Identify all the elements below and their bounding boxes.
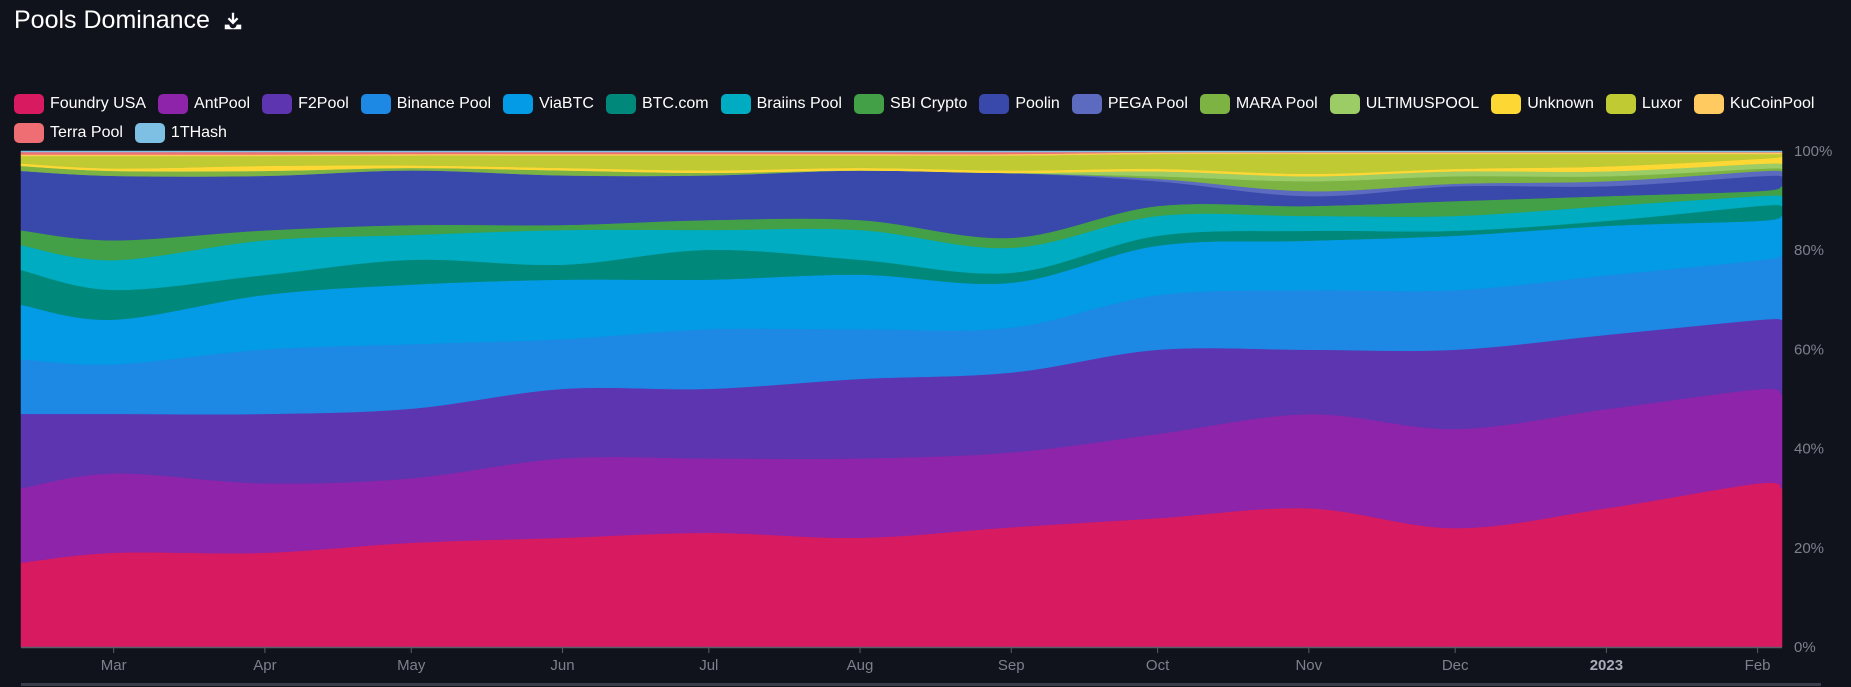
legend-item-binance-pool[interactable]: Binance Pool [360,93,492,115]
x-tick-label: Nov [1295,657,1322,674]
x-tick-label: May [397,657,426,674]
legend-label: MARA Pool [1235,95,1318,112]
legend-label: SBI Crypto [889,95,968,112]
x-tick-label: Jul [699,657,718,674]
legend-label: Unknown [1527,95,1594,112]
legend-label: ULTIMUSPOOL [1365,95,1480,112]
legend-item-antpool[interactable]: AntPool [158,93,250,115]
legend-label: Foundry USA [50,95,147,112]
legend-swatch [720,94,751,114]
legend-label: Poolin [1015,95,1060,112]
legend-swatch [1329,94,1360,114]
legend-swatch [979,94,1010,114]
legend-item-terra-pool[interactable]: Terra Pool [14,122,123,144]
legend-swatch [1605,94,1636,114]
y-tick-label: 60% [1794,341,1824,358]
legend-item-btc-com[interactable]: BTC.com [605,93,709,115]
y-tick-label: 20% [1794,540,1824,557]
y-tick-label: 0% [1794,639,1816,656]
legend-item-sbi-crypto[interactable]: SBI Crypto [853,93,968,115]
x-tick-label: Feb [1745,657,1771,674]
x-tick-label: Mar [101,657,127,674]
legend-swatch [1693,94,1724,114]
legend-label: F2Pool [298,95,349,112]
legend-item-1thash[interactable]: 1THash [134,122,227,144]
legend: Foundry USA AntPool F2Pool Binance Pool ViaB… [14,93,1844,144]
x-tick-label: Aug [847,657,874,674]
horizontal-scrollbar[interactable] [21,683,1821,686]
x-tick-label: Jun [550,657,574,674]
legend-item-foundry-usa[interactable]: Foundry USA [14,93,146,115]
legend-item-kucoinpool[interactable]: KuCoinPool [1693,93,1815,115]
legend-swatch [158,94,189,114]
legend-swatch [1199,94,1230,114]
legend-label: Binance Pool [396,95,492,112]
chart-header: Pools Dominance [14,6,244,35]
legend-item-luxor[interactable]: Luxor [1605,93,1682,115]
legend-label: Luxor [1641,95,1682,112]
legend-swatch [14,94,44,114]
legend-label: Terra Pool [50,124,123,141]
legend-swatch [134,123,165,143]
legend-label: KuCoinPool [1729,95,1815,112]
legend-item-unknown[interactable]: Unknown [1491,93,1594,115]
legend-label: BTC.com [641,95,709,112]
legend-swatch [14,123,44,143]
legend-label: 1THash [170,124,227,141]
legend-swatch [853,94,884,114]
x-tick-label: Dec [1442,657,1469,674]
legend-item-pega-pool[interactable]: PEGA Pool [1071,93,1188,115]
legend-swatch [605,94,636,114]
y-tick-label: 40% [1794,441,1824,458]
x-tick-label: 2023 [1590,657,1623,674]
legend-item-mara-pool[interactable]: MARA Pool [1199,93,1318,115]
y-tick-label: 80% [1794,242,1824,259]
legend-item-braiins-pool[interactable]: Braiins Pool [720,93,842,115]
legend-swatch [360,94,391,114]
legend-item-f2pool[interactable]: F2Pool [262,93,349,115]
legend-swatch [1491,94,1522,114]
legend-label: PEGA Pool [1107,95,1188,112]
x-tick-label: Sep [998,657,1025,674]
page-title: Pools Dominance [14,6,210,34]
legend-swatch [503,94,534,114]
download-icon[interactable] [222,10,244,32]
area-1thash[interactable] [20,150,1783,153]
legend-label: Braiins Pool [756,95,842,112]
legend-item-viabtc[interactable]: ViaBTC [503,93,594,115]
legend-swatch [262,94,293,114]
x-tick-label: Apr [253,657,276,674]
legend-swatch [1071,94,1102,114]
legend-label: AntPool [194,95,251,112]
legend-item-poolin[interactable]: Poolin [979,93,1060,115]
legend-label: ViaBTC [539,95,594,112]
x-tick-label: Oct [1146,657,1170,674]
y-tick-label: 100% [1794,143,1832,160]
legend-item-ultimuspool[interactable]: ULTIMUSPOOL [1329,93,1480,115]
